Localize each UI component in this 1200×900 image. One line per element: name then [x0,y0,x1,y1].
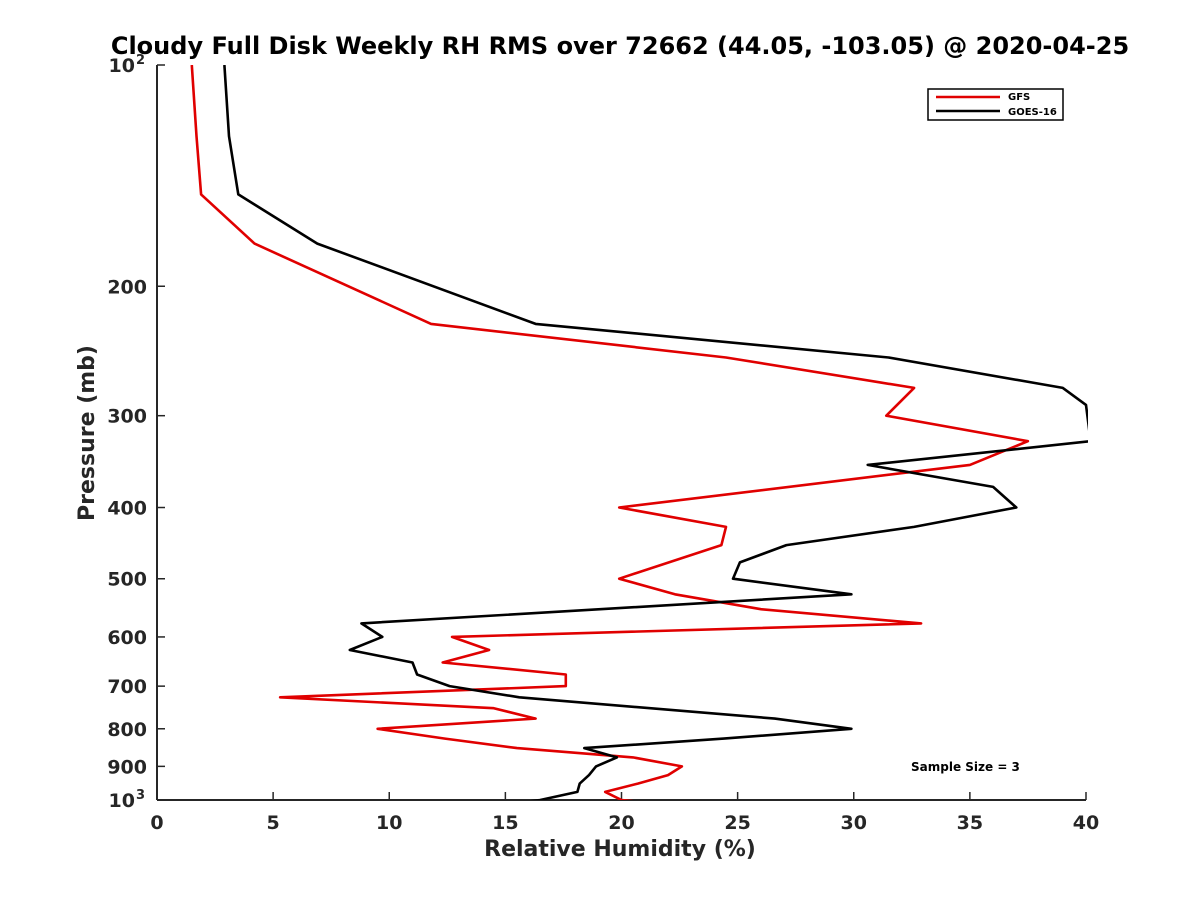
y-tick-exponent: 2 [136,53,145,68]
y-tick-label: 400 [107,498,147,520]
x-tick-label: 25 [724,812,750,834]
y-tick-label: 200 [107,276,147,298]
sample-size-annotation: Sample Size = 3 [911,760,1020,774]
y-tick-label: 600 [107,627,147,649]
series-line-goes-16 [223,65,1088,800]
x-tick-label: 5 [267,812,280,834]
x-tick-label: 0 [150,812,163,834]
legend-label-gfs: GFS [1008,92,1030,103]
y-tick-label: 10 [109,55,135,77]
x-tick-label: 20 [608,812,634,834]
chart-title: Cloudy Full Disk Weekly RH RMS over 7266… [111,32,1129,60]
y-tick-label: 700 [107,676,147,698]
legend-label-goes16: GOES-16 [1008,107,1057,118]
y-axis-label: Pressure (mb) [75,345,100,521]
y-tick-label: 800 [107,719,147,741]
series-line-gfs [190,65,1030,800]
y-tick-label: 500 [107,569,147,591]
x-tick-label: 35 [957,812,983,834]
legend: GFS GOES-16 [927,88,1064,121]
y-tick-label: 300 [107,406,147,428]
x-axis-label: Relative Humidity (%) [484,837,756,862]
x-tick-label: 10 [376,812,402,834]
x-tick-label: 15 [492,812,518,834]
x-tick-label: 40 [1073,812,1099,834]
legend-box [927,88,1064,121]
y-tick-exponent: 3 [136,788,145,803]
y-tick-label: 900 [107,756,147,778]
y-tick-label: 10 [109,790,135,812]
x-tick-label: 30 [841,812,867,834]
